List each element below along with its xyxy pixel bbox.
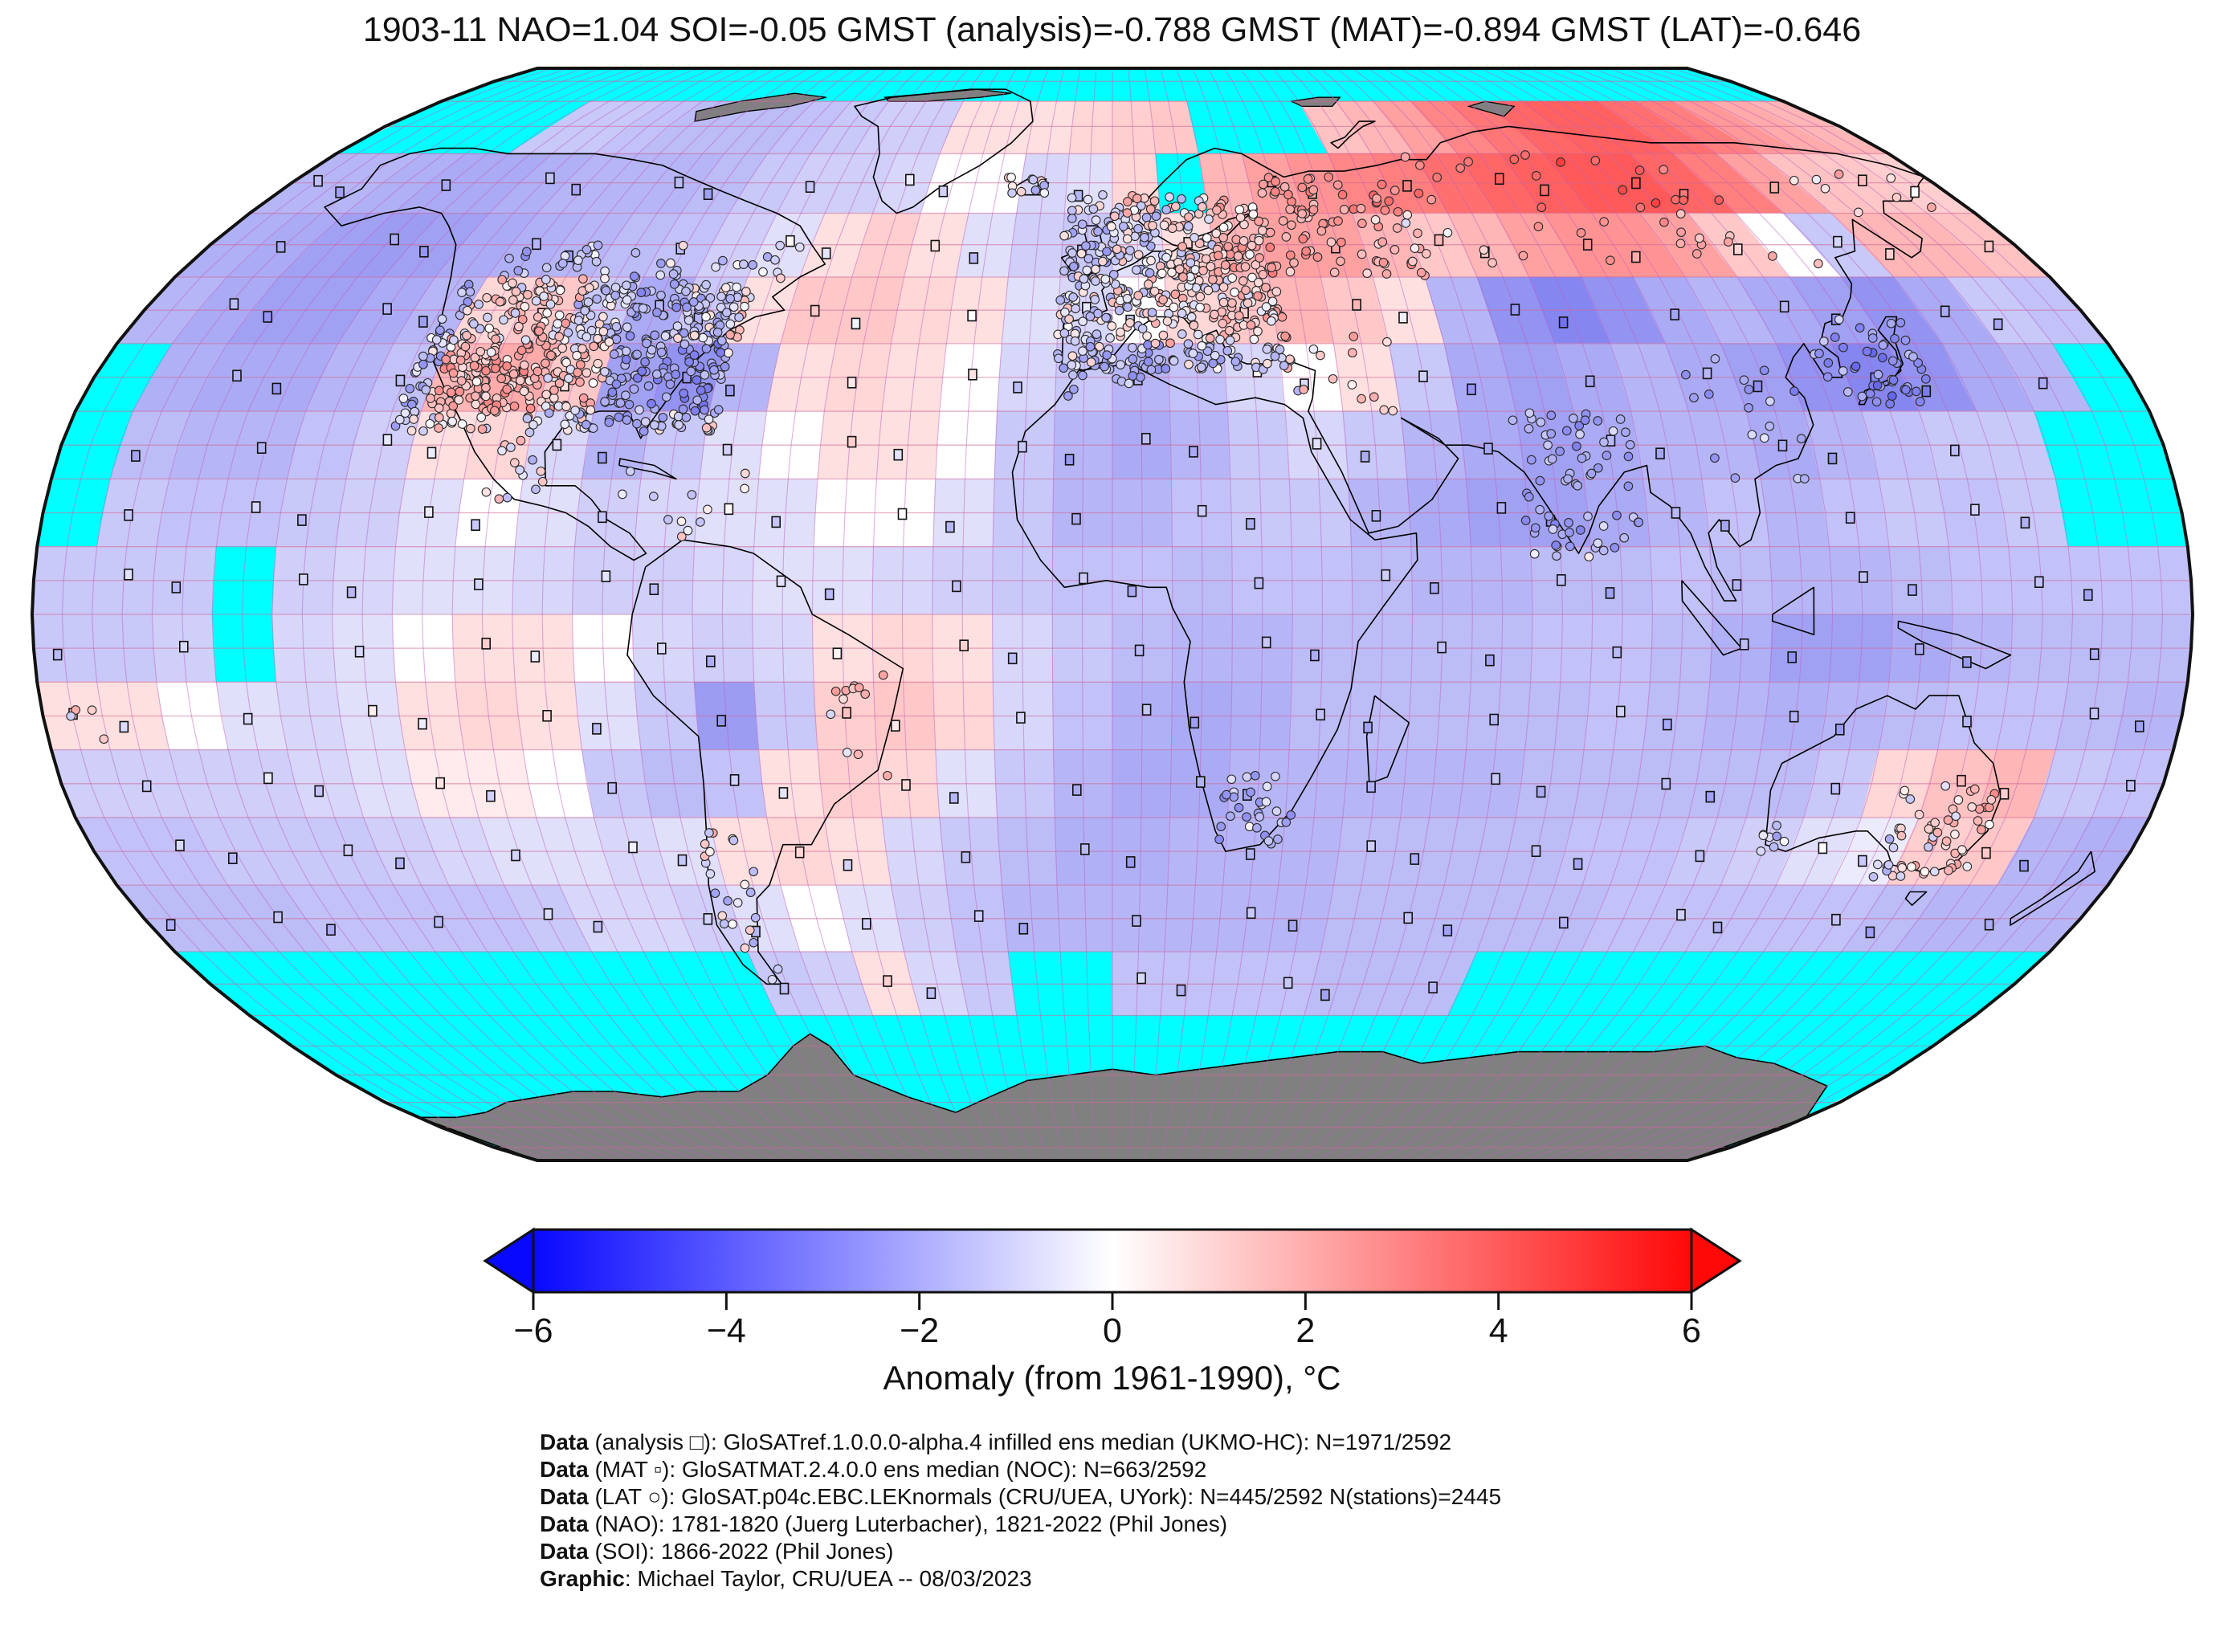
coastline-layer (324, 88, 2095, 985)
colorbar-label: Anomaly (from 1961-1990), °C (883, 1359, 1341, 1397)
colorbar-left-arrow (483, 1227, 535, 1295)
station-circle-markers-layer (66, 150, 2000, 985)
attribution-line: Data (NAO): 1781-1820 (Juerg Luterbacher… (540, 1511, 1501, 1538)
attribution-text: (LAT ○): GloSAT.p04c.EBC.LEKnormals (CRU… (588, 1484, 1502, 1509)
attribution-line: Data (MAT ▫): GloSATMAT.2.4.0.0 ens medi… (540, 1456, 1501, 1483)
colorbar-tick-label: −4 (707, 1311, 746, 1350)
attribution-line: Data (LAT ○): GloSAT.p04c.EBC.LEKnormals… (540, 1483, 1501, 1511)
attribution-prefix: Graphic (540, 1566, 625, 1591)
chart-title: 1903-11 NAO=1.04 SOI=-0.05 GMST (analysi… (362, 10, 1862, 49)
colorbar-tick-label: −2 (900, 1311, 939, 1350)
attribution-text: (SOI): 1866-2022 (Phil Jones) (588, 1539, 894, 1564)
attribution-text: : Michael Taylor, CRU/UEA -- 08/03/2023 (624, 1566, 1032, 1591)
attribution-line: Graphic: Michael Taylor, CRU/UEA -- 08/0… (540, 1565, 1501, 1593)
colorbar-right-arrow (1690, 1227, 1742, 1295)
attribution-prefix: Data (540, 1430, 589, 1454)
attribution-text: (analysis □): GloSATref.1.0.0.0-alpha.4 … (588, 1430, 1452, 1454)
colorbar-tick-label: 0 (1103, 1311, 1122, 1350)
attribution-text: (MAT ▫): GloSATMAT.2.4.0.0 ens median (N… (588, 1457, 1207, 1482)
attribution-line: Data (analysis □): GloSATref.1.0.0.0-alp… (540, 1429, 1501, 1456)
attribution-text: (NAO): 1781-1820 (Juerg Luterbacher), 18… (588, 1511, 1228, 1536)
attribution-prefix: Data (540, 1511, 589, 1536)
attribution-prefix: Data (540, 1539, 589, 1564)
map-boundary-layer (30, 67, 2195, 1162)
attribution-prefix: Data (540, 1484, 589, 1509)
colorbar-group: −6 −4 −2 0 2 4 6 (483, 1227, 1742, 1350)
attribution-prefix: Data (540, 1457, 589, 1482)
colorbar-tick-label: 2 (1296, 1311, 1315, 1350)
attribution-notes: Data (analysis □): GloSATref.1.0.0.0-alp… (540, 1429, 1501, 1593)
mat-square-markers-layer (52, 172, 2144, 1001)
colorbar-tick-label: −6 (513, 1311, 553, 1350)
colorbar-tick-label: 4 (1489, 1311, 1508, 1350)
attribution-line: Data (SOI): 1866-2022 (Phil Jones) (540, 1538, 1501, 1565)
colorbar-gradient (532, 1228, 1693, 1294)
colorbar-tick-label: 6 (1682, 1311, 1701, 1350)
